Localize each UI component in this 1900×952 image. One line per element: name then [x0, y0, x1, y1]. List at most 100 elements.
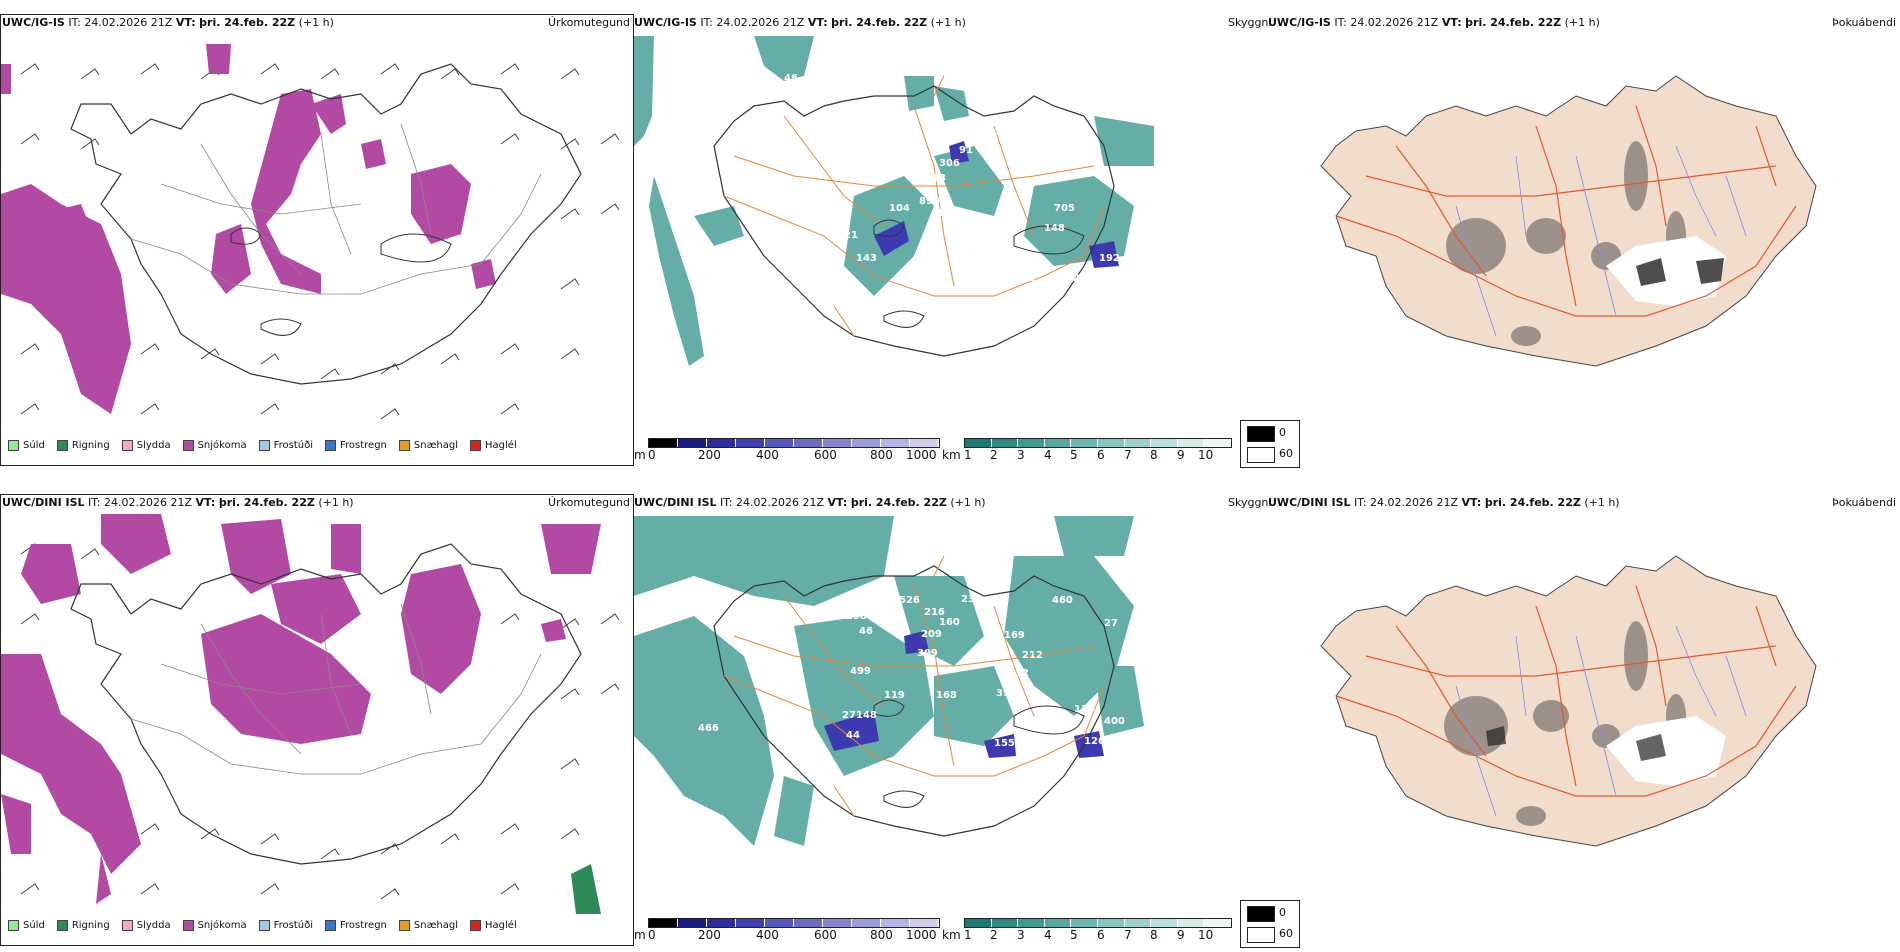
cloud-label: 212 [1022, 650, 1043, 661]
legend-item: Frostregn [325, 440, 387, 451]
row2-precip-panel: UWC/DINI ISL IT: 24.02.2026 21Z VT: þri.… [0, 494, 634, 946]
cloud-map: 466 298 46 499 27 148 44 119 168 526 216… [634, 516, 1144, 892]
cloud-label: 298 [846, 611, 867, 622]
dark-fog-core [1636, 258, 1724, 286]
colorbar-swatch [736, 919, 765, 927]
legend-swatch [325, 440, 336, 451]
legend-swatch [470, 920, 482, 931]
colorbar-swatch [649, 919, 678, 927]
cloud-label: 13 [932, 173, 946, 184]
model-name: UWC/IG-IS [1268, 16, 1331, 29]
legend-item: Slydda [121, 440, 171, 451]
init-time: IT: 24.02.2026 21Z [1334, 16, 1439, 29]
colorbar-tick: 800 [870, 448, 893, 462]
colorbar-swatch [823, 919, 852, 927]
colorbar-swatch [881, 439, 910, 447]
panel-header: UWC/DINI ISL IT: 24.02.2026 21Z VT: þri.… [2, 494, 634, 512]
colorbar-swatch [1177, 919, 1205, 927]
iceland-coastline [70, 63, 582, 385]
cloud-label: 88 [909, 378, 923, 389]
panel-title: Úrkomutegund [548, 496, 630, 509]
row1-fog-panel: UWC/IG-IS IT: 24.02.2026 21Z VT: þri. 24… [1240, 14, 1900, 468]
valid-time: þri. 24.feb. 22Z [1465, 16, 1562, 29]
colorbar-swatch [765, 919, 794, 927]
colorbar-tick: 0 [648, 448, 656, 462]
precip-map-frame [0, 14, 634, 466]
cloud-label: 91 [959, 145, 973, 156]
legend-swatch [1247, 426, 1275, 442]
legend-label: 60 [1279, 447, 1293, 460]
legend-item: Snjókoma [182, 920, 247, 931]
colorbar-tick: 10 [1198, 928, 1214, 942]
colorbar-swatch [1097, 439, 1125, 447]
colorbar-swatch [678, 919, 707, 927]
glaciers [873, 219, 1085, 328]
colorbar-swatch [965, 439, 992, 447]
model-name: UWC/DINI ISL [2, 496, 85, 509]
legend-item: Súld [8, 440, 45, 451]
colorbar-swatch [1151, 919, 1178, 927]
colorbar-swatch [991, 919, 1019, 927]
legend-item: Snæhagl [398, 440, 458, 451]
legend-label: Haglél [485, 440, 517, 451]
colorbar-tick: 200 [698, 928, 721, 942]
lead-time: (+1 h) [930, 16, 966, 29]
colorbar-tick: 5 [1070, 928, 1078, 942]
cloud-base-labels: 466 298 46 499 27 148 44 119 168 526 216… [698, 594, 1125, 892]
cloud-label: 148 [856, 710, 877, 721]
colorbar-swatch [910, 439, 939, 447]
iceland-coastline [70, 543, 582, 865]
colorbar-tick: 10 [1198, 448, 1214, 462]
cloud-label: 46 [784, 73, 798, 84]
legend-item: Frostúði [258, 440, 313, 451]
legend-item: Snæhagl [398, 920, 458, 931]
colorbar-swatch [707, 439, 736, 447]
panel-header: UWC/DINI ISL IT: 24.02.2026 21Z VT: þri.… [1268, 494, 1900, 512]
colorbar-swatch [852, 919, 881, 927]
colorbar-swatch [965, 919, 992, 927]
valid-time: þri. 24.feb. 22Z [1484, 496, 1581, 509]
panel-title: Þokuábendi [1832, 16, 1896, 29]
colorbar-tick: 6 [1097, 928, 1105, 942]
legend-swatch [8, 920, 19, 931]
fog-index-legend: 0 60 [1240, 900, 1300, 948]
legend-swatch [182, 920, 194, 931]
colorbar-swatch [881, 919, 910, 927]
colorbar-unit: m [634, 448, 646, 462]
legend-label: Snjókoma [197, 440, 247, 451]
legend-swatch [258, 440, 270, 451]
cloud-label: 190 [1081, 288, 1102, 299]
ceiling-areas [874, 141, 1119, 268]
colorbar-tick: 8 [1150, 928, 1158, 942]
colorbar-swatch [1124, 919, 1152, 927]
valid-time-label: VT: [827, 496, 848, 509]
colorbar-tick: 800 [870, 928, 893, 942]
model-name: UWC/DINI ISL [1268, 496, 1351, 509]
legend-swatch [398, 440, 410, 451]
legend-swatch [56, 440, 68, 451]
cloud-label: 46 [859, 626, 873, 637]
cloud-label: 267 [704, 200, 725, 211]
init-time: IT: 24.02.2026 21Z [88, 496, 193, 509]
cloud-label: 890 [919, 196, 940, 207]
model-name: UWC/IG-IS [2, 16, 65, 29]
colorbar-swatch [1204, 439, 1231, 447]
cloud-label: 152 [1059, 273, 1080, 284]
colorbar-tick: 1000 [906, 448, 937, 462]
valid-time-label: VT: [1461, 496, 1482, 509]
dark-fog-core [1486, 726, 1666, 761]
fog-map [1320, 555, 1817, 847]
precip-type-legend: Súld Rigning Slydda Snjókoma Frostúði Fr… [8, 920, 517, 931]
cloud-label: 306 [939, 158, 960, 169]
colorbar-swatch [910, 919, 939, 927]
cloud-label: 230 [961, 594, 982, 605]
cloud-map: 267 104 21 143 170 380 91 306 13 890 540… [634, 36, 1154, 409]
snow-areas [1, 514, 601, 904]
ceiling-colorbar: m 0 200 400 600 800 1000 [634, 438, 944, 472]
valid-time: þri. 24.feb. 22Z [831, 16, 928, 29]
colorbar-swatch [1097, 919, 1125, 927]
ceiling-colorbar-scale [648, 918, 940, 928]
valid-time-label: VT: [807, 16, 828, 29]
cloud-label: 170 [937, 208, 958, 219]
cloud-label: 400 [1104, 716, 1125, 727]
